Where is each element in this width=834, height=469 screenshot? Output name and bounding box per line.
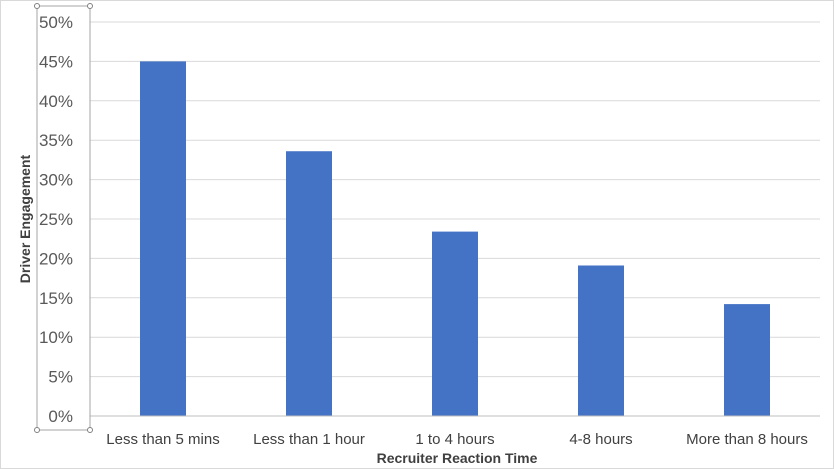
y-tick-label: 10% — [39, 328, 73, 347]
y-tick-label: 45% — [39, 52, 73, 71]
x-axis-title: Recruiter Reaction Time — [377, 450, 538, 466]
bar[interactable] — [724, 304, 770, 416]
y-tick-label: 15% — [39, 289, 73, 308]
y-tick-label: 40% — [39, 92, 73, 111]
x-category-label: Less than 1 hour — [253, 431, 365, 448]
x-category-label: More than 8 hours — [686, 431, 808, 448]
y-axis-title: Driver Engagement — [17, 154, 33, 283]
y-tick-label: 0% — [48, 407, 73, 426]
x-axis-category-labels: Less than 5 mins Less than 1 hour 1 to 4 h… — [106, 431, 808, 448]
x-category-label: 1 to 4 hours — [415, 431, 494, 448]
y-tick-label: 35% — [39, 131, 73, 150]
x-category-label: 4-8 hours — [569, 431, 632, 448]
x-category-label: Less than 5 mins — [106, 431, 219, 448]
y-tick-label: 30% — [39, 171, 73, 190]
y-tick-label: 25% — [39, 210, 73, 229]
y-tick-label: 50% — [39, 13, 73, 32]
selection-handle[interactable] — [87, 3, 93, 9]
bar[interactable] — [140, 61, 186, 417]
y-tick-label: 5% — [48, 368, 73, 387]
selection-handle[interactable] — [87, 427, 93, 433]
y-tick-label: 20% — [39, 249, 73, 268]
gridlines — [90, 21, 820, 378]
bar[interactable] — [578, 265, 624, 416]
bar[interactable] — [286, 151, 332, 416]
y-axis-tick-labels: 0% 5% 10% 15% 20% 25% 30% 35% 40% 45% 50% — [39, 13, 73, 426]
bars — [140, 61, 770, 417]
selection-handle[interactable] — [34, 427, 40, 433]
bar[interactable] — [432, 231, 478, 416]
plot-selection-box[interactable] — [34, 3, 93, 433]
selection-handle[interactable] — [34, 3, 40, 9]
selection-rect — [36, 5, 91, 431]
